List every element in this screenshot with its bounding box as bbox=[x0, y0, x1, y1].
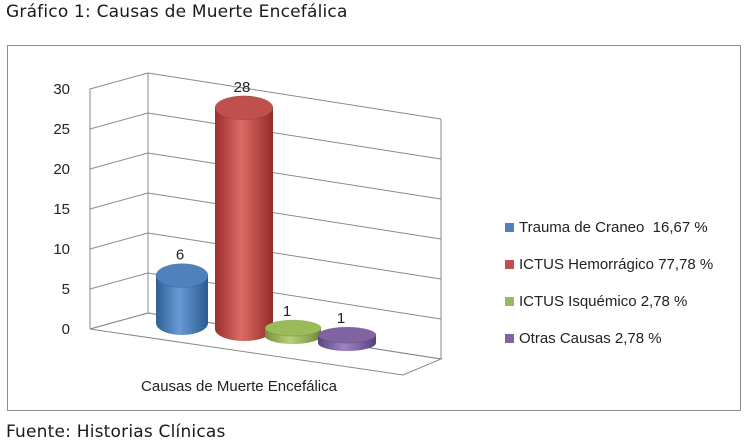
side-gridline bbox=[89, 152, 149, 170]
data-label: 6 bbox=[176, 247, 184, 264]
back-gridline bbox=[147, 112, 442, 160]
y-tick-label: 20 bbox=[53, 161, 70, 178]
bar-top bbox=[155, 263, 209, 288]
side-gridline bbox=[89, 72, 149, 90]
bar-2: 28 bbox=[214, 79, 274, 341]
back-gridline bbox=[147, 72, 442, 120]
legend-label-otras: Otras Causas 2,78 % bbox=[519, 329, 662, 347]
bar-1: 6 bbox=[155, 247, 209, 335]
legend-item-otras: Otras Causas 2,78 % bbox=[505, 329, 713, 347]
y-tick-label: 0 bbox=[62, 321, 70, 338]
chart-plot: 0 5 10 15 20 25 30 6 28 1 1 Causas de Muerte Ence… bbox=[53, 72, 443, 395]
data-label: 1 bbox=[283, 303, 291, 320]
back-gridline bbox=[147, 152, 442, 200]
legend-swatch-isquemico bbox=[505, 296, 514, 306]
data-label: 1 bbox=[337, 310, 345, 327]
source-note: Fuente: Historias Clínicas bbox=[6, 422, 226, 442]
y-tick-label: 5 bbox=[62, 281, 70, 298]
legend-swatch-hemorragico bbox=[505, 259, 514, 269]
legend-item-isquemico: ICTUS Isquémico 2,78 % bbox=[505, 292, 713, 310]
data-label: 28 bbox=[234, 79, 251, 96]
legend-label-trauma: Trauma de Craneo 16,67 % bbox=[519, 218, 708, 236]
chart-legend: Trauma de Craneo 16,67 % ICTUS Hemorrági… bbox=[505, 218, 713, 366]
y-tick-label: 10 bbox=[53, 241, 70, 258]
bar-body bbox=[156, 275, 208, 335]
chart-floor bbox=[89, 312, 443, 376]
y-tick-label: 30 bbox=[53, 81, 70, 98]
side-gridline bbox=[89, 232, 149, 250]
x-axis-label: Causas de Muerte Encefálica bbox=[141, 378, 338, 395]
y-tick-label: 25 bbox=[53, 121, 70, 138]
bar-top bbox=[317, 326, 377, 344]
legend-label-hemorragico: ICTUS Hemorrágico 77,78 % bbox=[519, 255, 714, 273]
bar-body bbox=[215, 107, 273, 341]
side-gridline bbox=[89, 192, 149, 210]
back-gridline bbox=[147, 232, 442, 280]
bar-top bbox=[214, 95, 274, 121]
legend-label-isquemico: ICTUS Isquémico 2,78 % bbox=[519, 292, 688, 310]
side-gridline bbox=[89, 112, 149, 130]
bar-top bbox=[264, 319, 322, 337]
back-gridline bbox=[147, 192, 442, 240]
side-gridline bbox=[89, 272, 149, 290]
figure-title: Gráfico 1: Causas de Muerte Encefálica bbox=[6, 2, 348, 22]
y-tick-label: 15 bbox=[53, 201, 70, 218]
legend-swatch-trauma bbox=[505, 222, 514, 232]
legend-swatch-otras bbox=[505, 333, 514, 343]
chart-frame: 0 5 10 15 20 25 30 6 28 1 1 Causas de Muerte Ence… bbox=[7, 45, 741, 411]
bar-4: 1 bbox=[317, 310, 377, 351]
legend-item-hemorragico: ICTUS Hemorrágico 77,78 % bbox=[505, 255, 713, 273]
bar-3: 1 bbox=[264, 303, 322, 344]
legend-item-trauma: Trauma de Craneo 16,67 % bbox=[505, 218, 713, 236]
